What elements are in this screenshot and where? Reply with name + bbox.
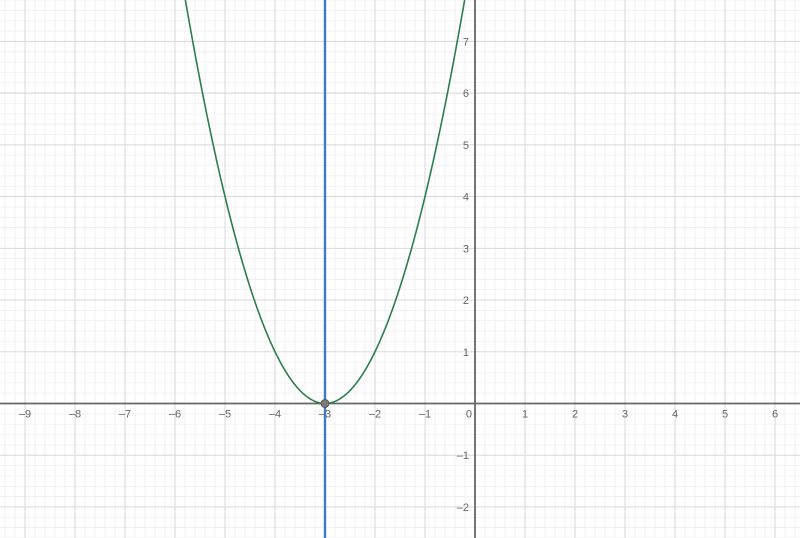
tick-label-x: –1 [419,409,431,421]
chart-svg: –9 –8 –7 –6 –5 –4 –3 –2 –1 0 1 2 3 4 5 6 –2 –1 1 2 3 4 5 6 7 [0,0,800,538]
tick-label-x: 4 [672,409,678,421]
cartesian-chart: –9 –8 –7 –6 –5 –4 –3 –2 –1 0 1 2 3 4 5 6 –2 –1 1 2 3 4 5 6 7 [0,0,800,538]
tick-label-x: –3 [319,409,331,421]
tick-label-y: 2 [463,295,469,307]
tick-label-x: 0 [466,409,472,421]
tick-label-y: 4 [463,192,469,204]
vertex-point [321,400,329,408]
tick-label-y: 7 [463,36,469,48]
tick-label-x: 3 [622,409,628,421]
tick-label-x: –5 [219,409,231,421]
tick-label-x: 6 [772,409,778,421]
tick-label-x: 5 [722,409,728,421]
tick-label-y: 3 [463,243,469,255]
tick-label-x: –7 [119,409,131,421]
tick-label-y: 1 [463,347,469,359]
tick-label-x: –8 [69,409,81,421]
tick-label-y: –2 [457,502,469,514]
tick-label-x: 2 [572,409,578,421]
tick-label-y: –1 [457,450,469,462]
tick-label-y: 6 [463,88,469,100]
tick-label-x: –6 [169,409,181,421]
tick-label-x: –2 [369,409,381,421]
tick-label-x: 1 [522,409,528,421]
tick-label-x: –9 [19,409,31,421]
tick-label-x: –4 [269,409,281,421]
tick-label-y: 5 [463,140,469,152]
